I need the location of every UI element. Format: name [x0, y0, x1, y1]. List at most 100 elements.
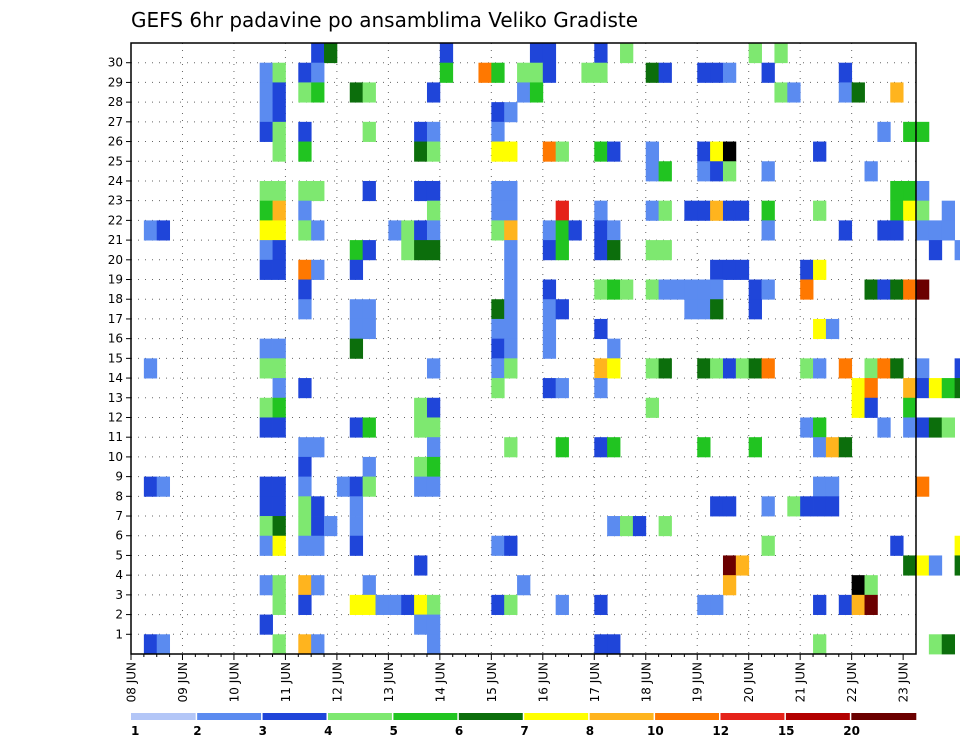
- precip-cell: [259, 476, 273, 497]
- precip-cell: [838, 220, 853, 241]
- precip-cell: [645, 358, 660, 379]
- precip-cell: [298, 259, 312, 280]
- precip-cell: [259, 102, 273, 123]
- precip-cell: [813, 141, 827, 162]
- y-tick-label: 12: [108, 410, 123, 424]
- precip-cell: [517, 62, 531, 83]
- precip-cell: [890, 358, 904, 379]
- precip-cell: [491, 180, 505, 202]
- x-tick-label: 23 JUN: [897, 662, 911, 702]
- precip-cell: [426, 200, 441, 221]
- precip-cell: [555, 437, 569, 458]
- precip-cell: [594, 318, 608, 340]
- precip-cell: [864, 575, 878, 596]
- precip-cell: [813, 496, 827, 517]
- precip-cell: [916, 180, 930, 202]
- precip-cell: [298, 378, 312, 399]
- precip-cell: [722, 496, 737, 517]
- precip-cell: [903, 378, 917, 399]
- y-tick-label: 24: [108, 174, 123, 188]
- precip-cell: [426, 614, 441, 635]
- y-tick-label: 27: [108, 115, 123, 129]
- precip-cell: [761, 279, 775, 300]
- precip-cell: [722, 575, 737, 596]
- precip-cell: [426, 240, 441, 261]
- precip-cell: [825, 496, 840, 517]
- precip-cell: [594, 594, 608, 615]
- y-tick-label: 16: [108, 332, 123, 346]
- x-tick-label: 21 JUN: [794, 662, 808, 702]
- precip-cell: [916, 358, 930, 379]
- y-tick-label: 1: [115, 627, 123, 641]
- precip-cell: [504, 180, 518, 202]
- precip-cell: [504, 200, 518, 221]
- precip-cell: [426, 358, 441, 379]
- precip-cell: [426, 437, 441, 458]
- precip-cell: [491, 358, 505, 379]
- precip-cells: [143, 43, 960, 655]
- precip-cell: [414, 456, 428, 478]
- precip-cell: [594, 62, 608, 83]
- colorbar-swatch: [785, 713, 851, 720]
- x-axis: 08 JUN 09 JUN 10 JUN 11 JUN 12 JUN 13 JUN 14 J…: [125, 654, 911, 702]
- precip-cell: [941, 634, 956, 655]
- colorbar-swatch: [327, 713, 393, 720]
- precip-cell: [504, 338, 518, 359]
- y-tick-label: 23: [108, 194, 123, 208]
- precip-cell: [761, 220, 775, 241]
- precip-cell: [259, 397, 273, 418]
- precip-cell: [607, 437, 621, 458]
- precip-cell: [298, 180, 312, 202]
- precip-cell: [838, 82, 853, 103]
- precip-cell: [594, 437, 608, 458]
- precip-cell: [311, 82, 325, 103]
- precip-cell: [555, 594, 569, 615]
- precip-cell: [259, 82, 273, 103]
- x-tick-label: 11 JUN: [279, 662, 293, 702]
- precip-cell: [710, 358, 724, 379]
- precip-cell: [916, 200, 930, 221]
- precip-cell: [414, 220, 428, 241]
- precip-cell: [298, 82, 312, 103]
- precip-cell: [491, 594, 505, 615]
- precip-cell: [362, 180, 376, 202]
- precip-cell: [426, 397, 441, 418]
- precip-cell: [272, 476, 286, 497]
- precip-cell: [697, 437, 711, 458]
- y-tick-label: 29: [108, 75, 123, 89]
- precip-cell: [710, 200, 724, 221]
- precip-cell: [272, 516, 286, 537]
- precip-cell: [259, 575, 273, 596]
- precip-cell: [710, 279, 724, 300]
- precip-cell: [362, 240, 376, 261]
- precip-cell: [542, 62, 557, 83]
- precip-cell: [491, 102, 505, 123]
- precip-cell: [259, 220, 273, 241]
- precip-cell: [658, 279, 672, 300]
- precip-cell: [504, 318, 518, 340]
- x-tick-label: 16 JUN: [536, 662, 550, 702]
- precip-cell: [504, 220, 518, 241]
- y-tick-label: 18: [108, 292, 123, 306]
- colorbar-label: 10: [647, 724, 664, 738]
- precip-cell: [362, 575, 376, 596]
- colorbar-label: 12: [712, 724, 729, 738]
- precip-cell: [555, 200, 569, 221]
- precip-cell: [504, 437, 518, 458]
- precip-cell: [298, 220, 312, 241]
- precip-cell: [645, 141, 660, 162]
- y-tick-label: 4: [115, 568, 123, 582]
- y-tick-label: 20: [108, 253, 123, 267]
- precip-cell: [774, 43, 788, 64]
- precip-cell: [697, 358, 711, 379]
- precip-cell: [851, 594, 865, 615]
- x-tick-label: 09 JUN: [176, 662, 190, 702]
- precip-cell: [401, 240, 415, 261]
- precip-cell: [607, 240, 621, 261]
- precip-cell: [298, 476, 312, 497]
- precip-cell: [607, 279, 621, 300]
- precip-cell: [851, 397, 865, 418]
- precip-cell: [607, 141, 621, 162]
- precip-cell: [143, 358, 158, 379]
